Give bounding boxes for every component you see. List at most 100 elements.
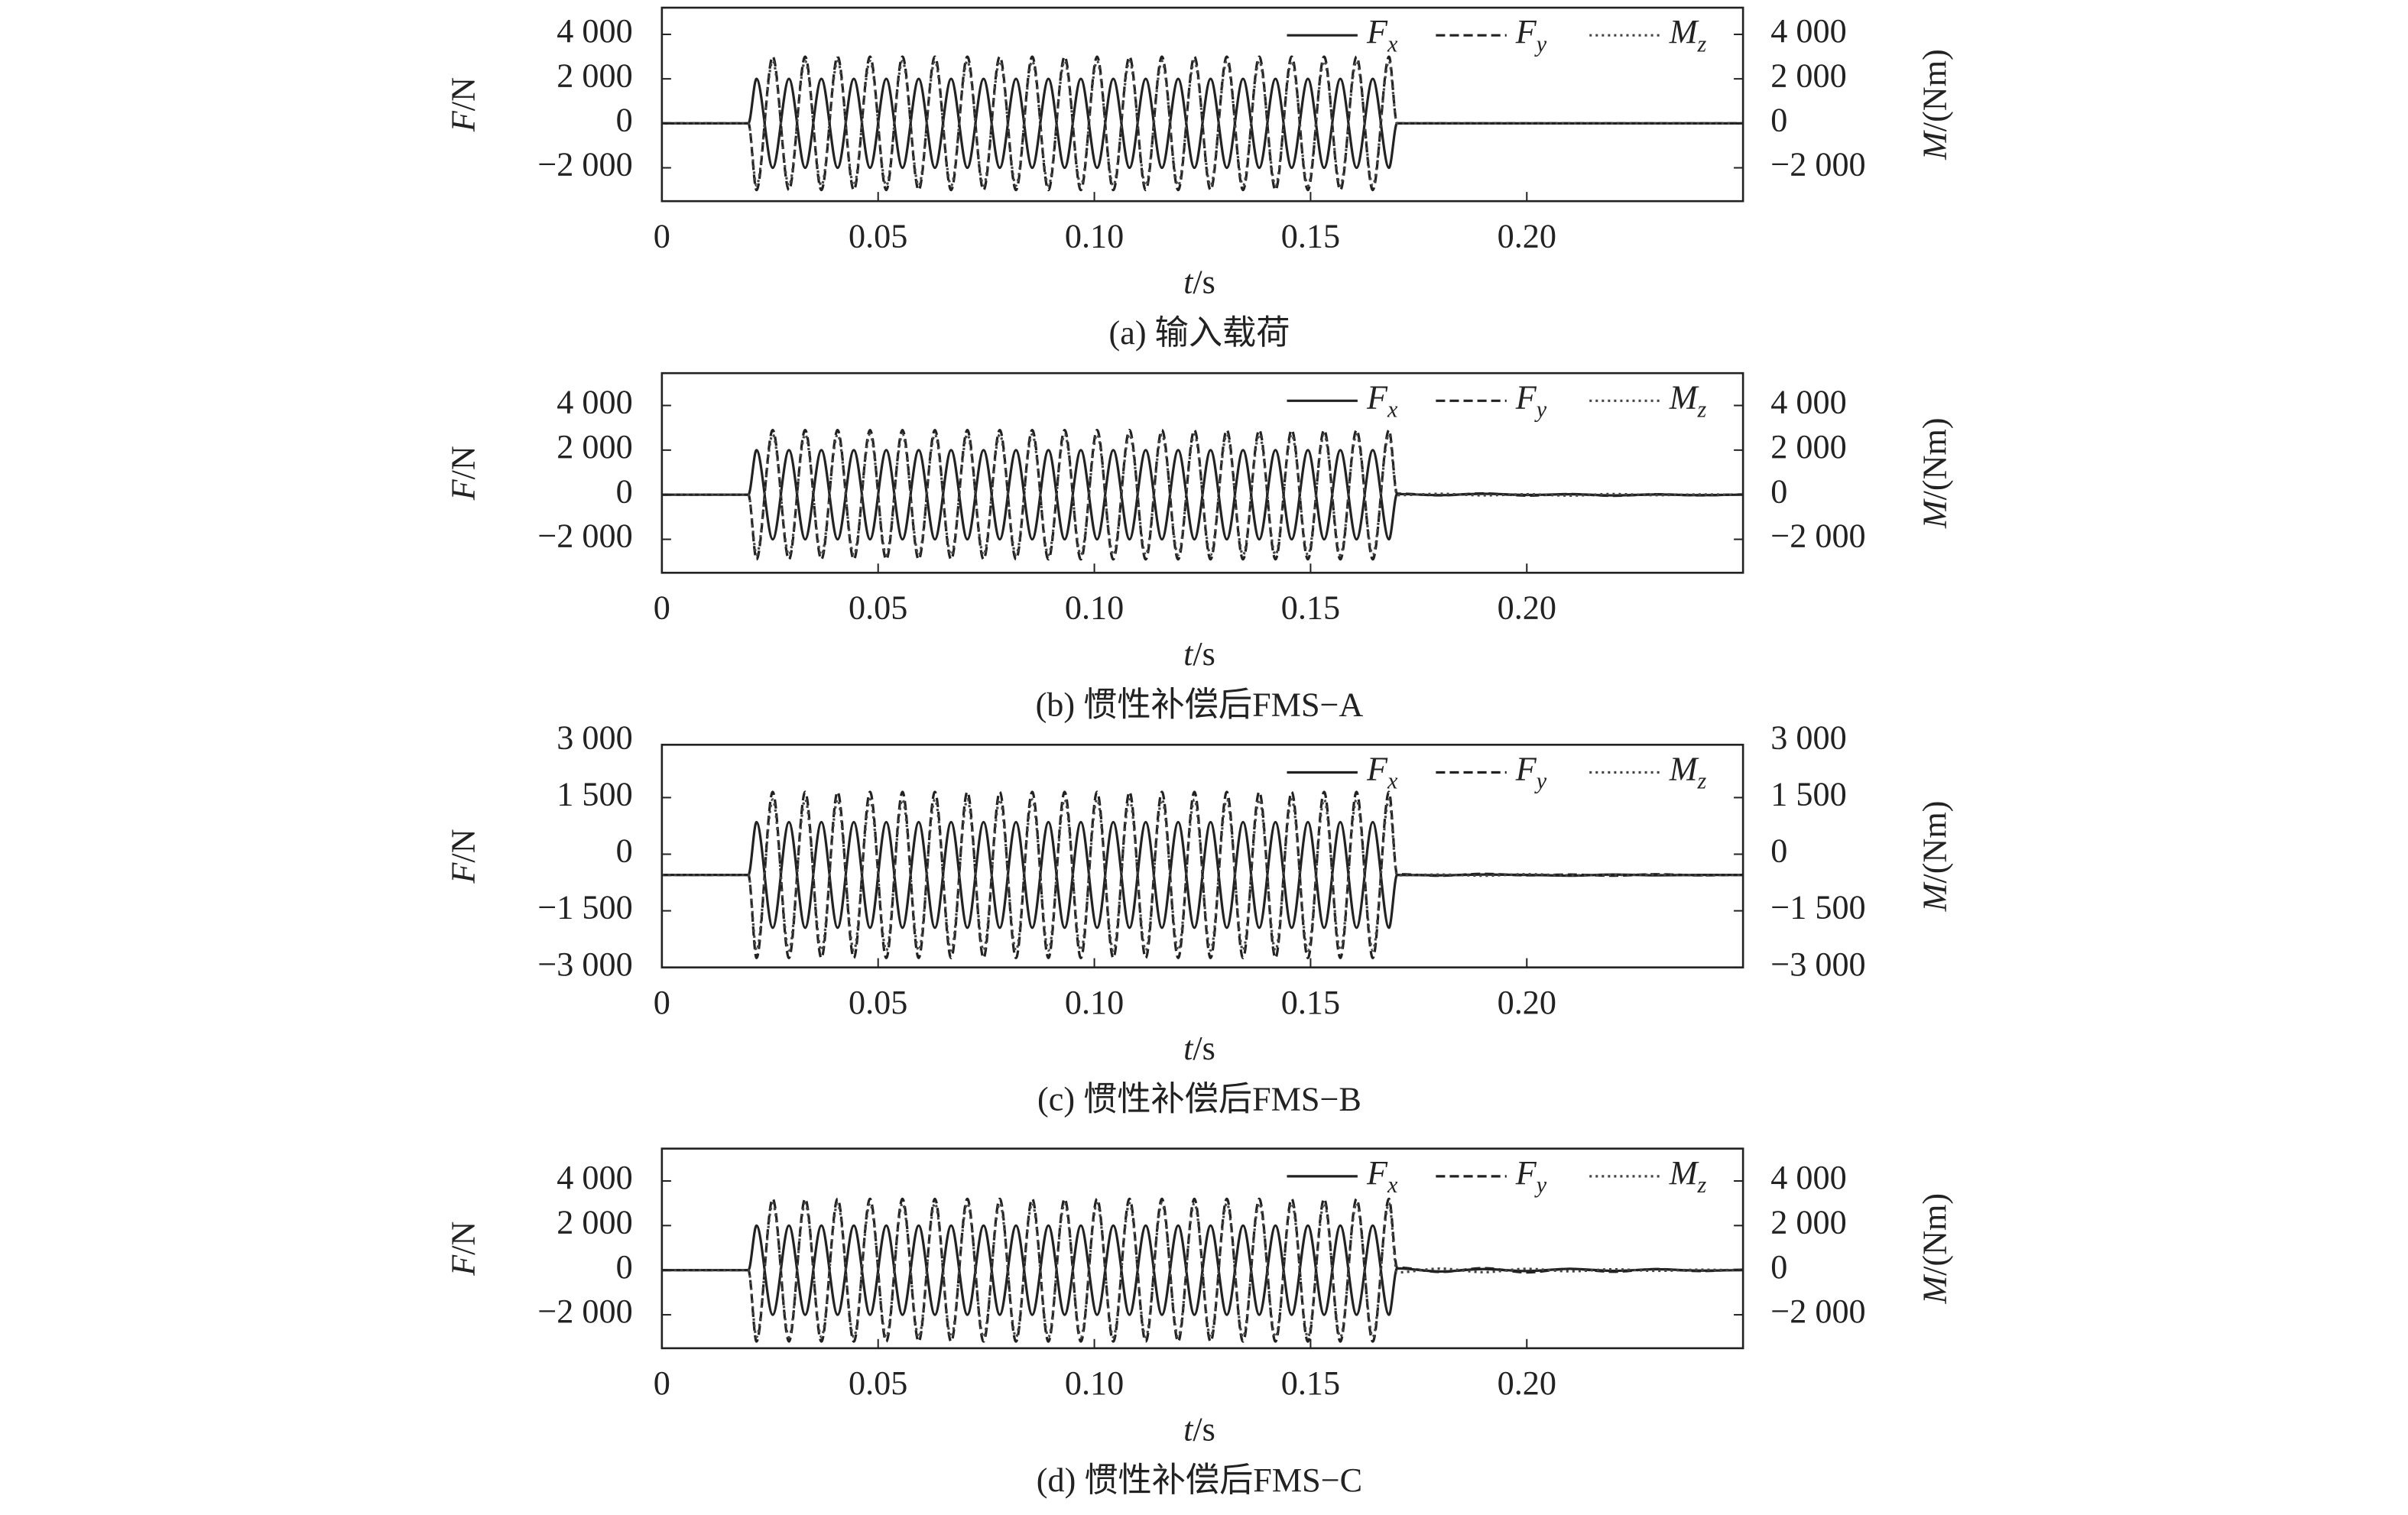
- y2-tick-label: 3 000: [1770, 719, 1846, 757]
- series-line: [661, 1224, 1744, 1316]
- y-tick-label: −2 000: [537, 517, 632, 555]
- legend-label: Fx: [1366, 13, 1398, 57]
- x-tick-label: 0: [654, 1364, 670, 1402]
- series-line: [661, 55, 1744, 192]
- y2-tick-label: 2 000: [1770, 57, 1846, 94]
- panel: −3 000 −1 500 0 1 500 3 000 −3 000 −1 500 0 1 50…: [445, 719, 1954, 1118]
- y2-tick-label: −2 000: [1770, 146, 1865, 183]
- plot-frame: [660, 744, 1744, 968]
- y2-axis-label: M/(Nm): [1916, 417, 1953, 529]
- series-line: [661, 433, 1744, 556]
- y-tick-label: 2 000: [557, 57, 632, 94]
- series-line: [661, 1202, 1744, 1338]
- series-line: [661, 820, 1744, 929]
- x-tick-label: 0.20: [1498, 218, 1556, 255]
- y-tick-label: 0: [616, 472, 633, 510]
- legend-label: Fx: [1366, 378, 1398, 422]
- y-tick-label: −3 000: [537, 946, 632, 983]
- x-tick-label: 0.10: [1065, 1364, 1124, 1402]
- y2-tick-label: 1 500: [1770, 776, 1846, 813]
- y-axis-label: F/N: [445, 446, 482, 501]
- x-axis-label: t/s: [1183, 1410, 1215, 1448]
- legend-label: Mz: [1669, 751, 1707, 794]
- y-axis-label: F/N: [445, 1221, 482, 1277]
- y-tick-label: 2 000: [557, 1203, 632, 1241]
- panel: −2 000 0 2 000 4 000 −2 000 0 2 000 4 000 0 0.05 0…: [445, 371, 1953, 723]
- series-line: [661, 798, 1744, 952]
- x-tick-label: 0: [654, 984, 670, 1021]
- x-tick-label: 0.10: [1065, 589, 1124, 627]
- y-axis-label: F/N: [445, 77, 482, 132]
- x-tick-label: 0.15: [1281, 218, 1340, 255]
- legend-label: Mz: [1669, 378, 1707, 422]
- x-tick-label: 0.20: [1498, 984, 1556, 1021]
- caption: (c) 惯性补偿后FMS−B: [1037, 1081, 1361, 1118]
- x-tick-label: 0.05: [849, 589, 907, 627]
- caption: (d) 惯性补偿后FMS−C: [1037, 1461, 1362, 1499]
- y-tick-label: 2 000: [557, 428, 632, 466]
- y-tick-label: 0: [616, 1248, 633, 1286]
- y2-tick-label: 4 000: [1770, 12, 1846, 50]
- x-tick-label: 0.10: [1065, 984, 1124, 1021]
- y-tick-label: 4 000: [557, 12, 632, 50]
- legend-label: Fx: [1366, 1154, 1398, 1198]
- legend-label: Fy: [1515, 378, 1547, 422]
- y-tick-label: 4 000: [557, 1159, 632, 1196]
- x-tick-label: 0.05: [849, 218, 907, 255]
- plot-frame: [660, 6, 1744, 203]
- y2-tick-label: 0: [1770, 1248, 1787, 1286]
- x-tick-label: 0.20: [1498, 589, 1556, 627]
- y2-tick-label: 0: [1770, 832, 1787, 870]
- series-line: [661, 1197, 1744, 1343]
- y2-tick-label: 0: [1770, 472, 1787, 510]
- y-axis-label: F/N: [445, 829, 482, 884]
- series-line: [661, 77, 1744, 170]
- x-tick-label: 0.10: [1065, 218, 1124, 255]
- y2-tick-label: 4 000: [1770, 384, 1846, 421]
- y2-tick-label: −2 000: [1770, 517, 1865, 555]
- legend-label: Fy: [1515, 13, 1547, 57]
- panel: −2 000 0 2 000 4 000 −2 000 0 2 000 4 000 0 0.05 0…: [445, 6, 1953, 352]
- y2-tick-label: −2 000: [1770, 1293, 1865, 1330]
- series-line: [661, 449, 1744, 541]
- y-tick-label: −1 500: [537, 889, 632, 926]
- y2-tick-label: 2 000: [1770, 1203, 1846, 1241]
- plot-frame: [660, 1147, 1744, 1350]
- legend-label: Fy: [1515, 751, 1547, 794]
- y2-axis-label: M/(Nm): [1916, 801, 1953, 913]
- y2-tick-label: 4 000: [1770, 1159, 1846, 1196]
- y-tick-label: −2 000: [537, 1293, 632, 1330]
- y2-tick-label: −1 500: [1770, 889, 1865, 926]
- y2-tick-label: −3 000: [1770, 946, 1865, 983]
- x-tick-label: 0.20: [1498, 1364, 1556, 1402]
- caption: (b) 惯性补偿后FMS−A: [1036, 686, 1364, 723]
- y2-tick-label: 0: [1770, 101, 1787, 138]
- y2-tick-label: 2 000: [1770, 428, 1846, 466]
- legend-label: Fy: [1515, 1154, 1547, 1198]
- x-axis-label: t/s: [1183, 635, 1215, 673]
- x-axis-label: t/s: [1183, 1030, 1215, 1067]
- y-tick-label: 0: [616, 101, 633, 138]
- panel: −2 000 0 2 000 4 000 −2 000 0 2 000 4 000 0 0.05 0…: [445, 1147, 1953, 1499]
- x-tick-label: 0.05: [849, 1364, 907, 1402]
- legend-label: Mz: [1669, 1154, 1707, 1198]
- y-tick-label: 4 000: [557, 384, 632, 421]
- y-tick-label: 1 500: [557, 776, 632, 813]
- x-tick-label: 0.15: [1281, 1364, 1340, 1402]
- x-axis-label: t/s: [1183, 264, 1215, 301]
- plot-frame: [660, 371, 1744, 574]
- x-tick-label: 0: [654, 218, 670, 255]
- legend-label: Mz: [1669, 13, 1707, 57]
- caption: (a) 输入载荷: [1109, 314, 1290, 352]
- y2-axis-label: M/(Nm): [1916, 49, 1953, 161]
- x-tick-label: 0.15: [1281, 589, 1340, 627]
- y2-axis-label: M/(Nm): [1916, 1193, 1953, 1305]
- x-tick-label: 0.15: [1281, 984, 1340, 1021]
- y-tick-label: 0: [616, 832, 633, 870]
- x-tick-label: 0: [654, 589, 670, 627]
- y-tick-label: 3 000: [557, 719, 632, 757]
- y-tick-label: −2 000: [537, 146, 632, 183]
- x-tick-label: 0.05: [849, 984, 907, 1021]
- legend-label: Fx: [1366, 751, 1398, 794]
